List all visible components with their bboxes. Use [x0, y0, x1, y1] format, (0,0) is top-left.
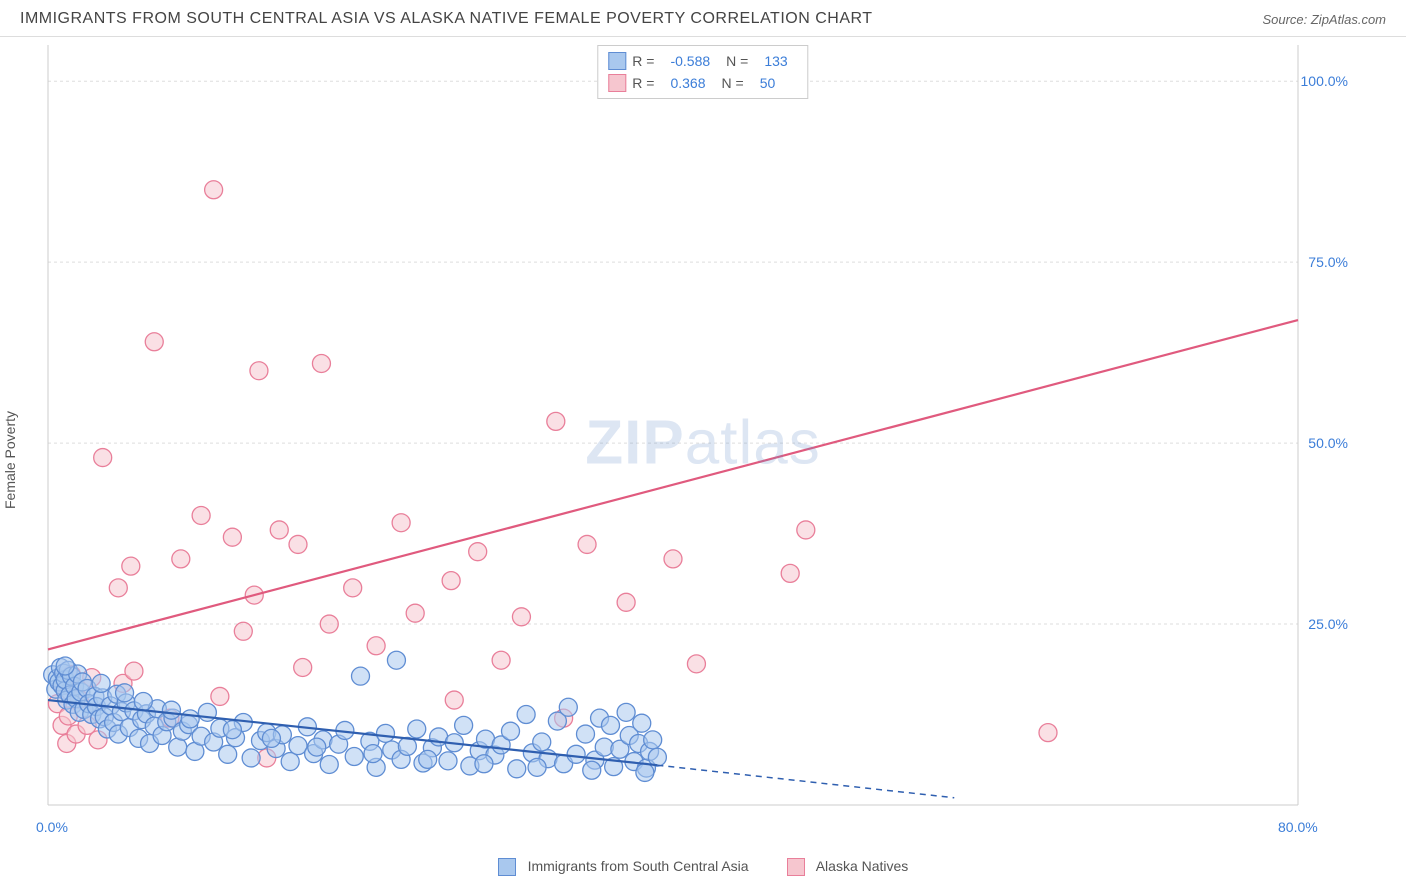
legend-r-value-blue: -0.588: [660, 50, 720, 72]
legend-r-label-blue: R =: [632, 50, 654, 72]
footer-legend-item-pink: Alaska Natives: [787, 858, 909, 876]
svg-text:25.0%: 25.0%: [1308, 616, 1348, 632]
chart-source: Source: ZipAtlas.com: [1262, 12, 1386, 27]
footer-label-blue: Immigrants from South Central Asia: [528, 858, 749, 874]
legend-row-blue: R = -0.588 N = 133: [608, 50, 797, 72]
legend-n-label-pink: N =: [722, 72, 744, 94]
svg-text:75.0%: 75.0%: [1308, 254, 1348, 270]
legend-r-value-pink: 0.368: [660, 72, 715, 94]
x-origin-label: 0.0%: [36, 819, 68, 835]
x-max-label: 80.0%: [1278, 819, 1318, 835]
footer-legend: Immigrants from South Central Asia Alask…: [0, 858, 1406, 876]
svg-text:50.0%: 50.0%: [1308, 435, 1348, 451]
legend-swatch-blue: [608, 52, 626, 70]
chart-title: IMMIGRANTS FROM SOUTH CENTRAL ASIA VS AL…: [20, 10, 873, 28]
footer-swatch-blue: [498, 858, 516, 876]
correlation-legend: R = -0.588 N = 133 R = 0.368 N = 50: [597, 45, 808, 99]
footer-swatch-pink: [787, 858, 805, 876]
y-axis-label: Female Poverty: [2, 410, 18, 508]
footer-legend-item-blue: Immigrants from South Central Asia: [498, 858, 749, 876]
legend-n-value-pink: 50: [750, 72, 786, 94]
footer-label-pink: Alaska Natives: [816, 858, 909, 874]
legend-r-label-pink: R =: [632, 72, 654, 94]
svg-text:100.0%: 100.0%: [1301, 73, 1348, 89]
chart-header: IMMIGRANTS FROM SOUTH CENTRAL ASIA VS AL…: [0, 0, 1406, 37]
legend-row-pink: R = 0.368 N = 50: [608, 72, 797, 94]
chart-area: Female Poverty ZIPatlas 25.0%50.0%75.0%1…: [0, 37, 1406, 882]
scatter-plot-svg: 25.0% 50.0% 75.0% 100.0%: [0, 37, 1406, 847]
legend-n-value-blue: 133: [754, 50, 797, 72]
legend-swatch-pink: [608, 74, 626, 92]
legend-n-label-blue: N =: [726, 50, 748, 72]
